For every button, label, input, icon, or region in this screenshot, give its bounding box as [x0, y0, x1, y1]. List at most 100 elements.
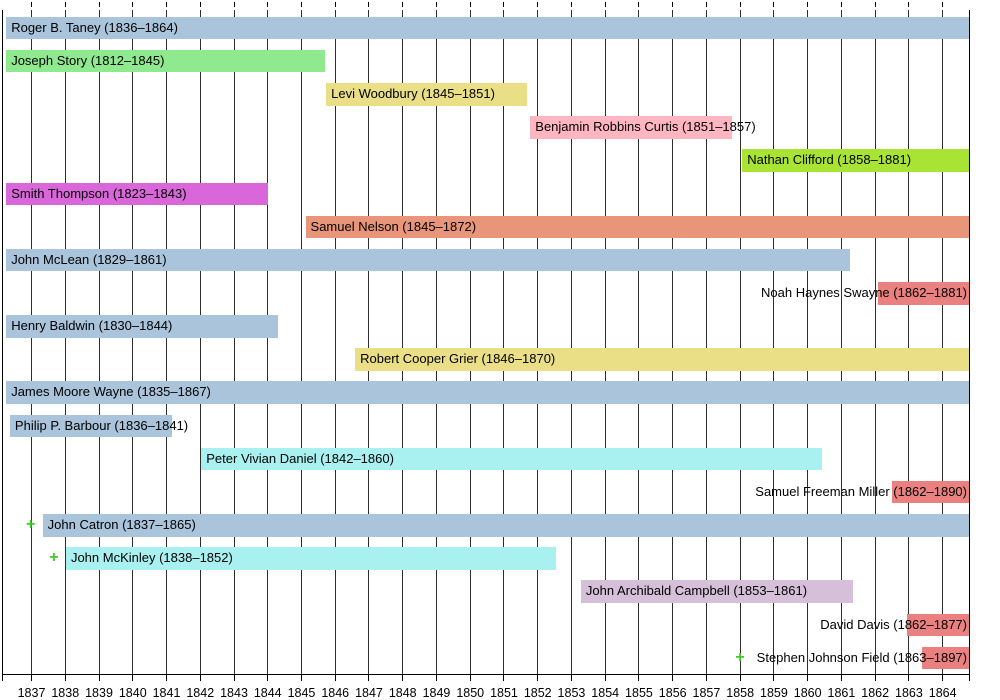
- year-top-tick: [503, 2, 505, 7]
- year-gridline: [908, 10, 910, 674]
- tenure-bar-label: John Catron (1837–1865): [47, 517, 196, 533]
- x-axis-year-label: 1847: [355, 686, 383, 700]
- year-top-tick: [300, 2, 302, 7]
- x-axis-year-label: 1837: [17, 686, 46, 700]
- year-gridline: [874, 10, 876, 674]
- x-axis-year-label: 1841: [152, 686, 181, 700]
- x-axis-year-label: 1844: [253, 686, 282, 700]
- plus-marker: +: [735, 648, 745, 666]
- plus-marker: +: [49, 549, 59, 567]
- x-axis-year-label: 1849: [422, 686, 451, 700]
- tenure-bar-label: Samuel Freeman Miller (1862–1890): [755, 483, 967, 499]
- year-gridline: [604, 10, 606, 674]
- tenure-bar-daniel: [201, 447, 822, 471]
- tenure-bar-label: James Moore Wayne (1835–1867): [11, 384, 211, 400]
- tenure-bar-wayne: [6, 381, 969, 404]
- year-top-tick: [840, 2, 842, 7]
- year-bottom-tick: [98, 674, 100, 681]
- year-top-tick: [773, 2, 775, 7]
- x-axis-year-label: 1854: [591, 686, 620, 700]
- year-bottom-tick: [537, 674, 539, 681]
- year-top-tick: [435, 2, 437, 7]
- tenure-bar-curtis: [530, 116, 732, 139]
- year-gridline: [773, 10, 775, 674]
- tenure-bar-label: Henry Baldwin (1830–1844): [11, 318, 173, 334]
- year-bottom-tick: [267, 674, 269, 681]
- tenure-bar-label: Nathan Clifford (1858–1881): [747, 152, 912, 168]
- x-axis-year-label: 1862: [861, 686, 890, 700]
- tenure-bar-thompson: [6, 182, 268, 206]
- tenure-bar-label: Philip P. Barbour (1836–1841): [14, 417, 189, 433]
- year-bottom-tick: [334, 674, 336, 681]
- x-axis-year-label: 1846: [321, 686, 350, 700]
- year-top-tick: [908, 2, 910, 7]
- year-bottom-tick: [64, 674, 66, 681]
- year-top-tick: [638, 2, 640, 7]
- year-top-tick: [132, 2, 134, 7]
- tenure-bar-story: [6, 49, 325, 73]
- year-gridline: [942, 10, 944, 674]
- year-top-tick: [334, 2, 336, 7]
- tenure-bar-label: Peter Vivian Daniel (1842–1860): [206, 450, 394, 466]
- tenure-bar-label: Noah Haynes Swayne (1862–1881): [761, 285, 967, 300]
- x-axis-year-label: 1858: [726, 686, 755, 700]
- year-gridline: [166, 10, 167, 674]
- tenure-bar-label: Stephen Johnson Field (1863–1897): [756, 649, 967, 665]
- year-top-tick: [368, 2, 370, 7]
- tenure-bar-label: Roger B. Taney (1836–1864): [11, 19, 178, 35]
- year-gridline: [199, 10, 201, 674]
- year-bottom-tick: [705, 674, 707, 681]
- year-bottom-tick: [31, 674, 33, 681]
- x-axis-line: [2, 674, 970, 675]
- x-axis-year-label: 1845: [287, 686, 316, 700]
- tenure-bar-woodbury: [326, 83, 527, 106]
- x-axis-year-label: 1864: [928, 686, 957, 700]
- year-top-tick: [267, 2, 269, 7]
- year-top-tick: [199, 2, 201, 7]
- year-gridline: [638, 10, 640, 674]
- year-gridline: [132, 10, 134, 674]
- tenure-bar-field: [921, 646, 969, 670]
- tenure-bar-davis: [906, 613, 969, 636]
- year-bottom-tick: [469, 674, 471, 681]
- year-top-tick: [98, 2, 100, 7]
- year-top-tick: [402, 2, 404, 7]
- tenure-bar-clifford: [742, 149, 969, 172]
- year-top-tick: [469, 2, 471, 7]
- tenure-bar-miller: [892, 480, 969, 504]
- tenure-bar-catron: [42, 514, 969, 537]
- x-axis-year-label: 1855: [625, 686, 653, 700]
- year-top-tick: [233, 2, 235, 7]
- x-axis-year-label: 1852: [523, 686, 552, 700]
- x-axis-year-label: 1843: [220, 686, 248, 700]
- year-bottom-tick: [503, 674, 505, 681]
- x-axis-year-label: 1860: [793, 686, 822, 700]
- tenure-bar-label: David Davis (1862–1877): [820, 616, 967, 632]
- year-top-tick: [31, 2, 33, 7]
- tenure-bar-taney: [6, 16, 969, 40]
- year-top-tick: [537, 2, 539, 7]
- year-gridline: [739, 10, 741, 674]
- x-axis-year-label: 1842: [186, 686, 215, 700]
- year-gridline: [537, 10, 539, 674]
- year-gridline: [807, 10, 809, 674]
- year-top-tick: [570, 2, 572, 7]
- year-gridline: [334, 10, 336, 674]
- year-bottom-tick: [300, 674, 302, 681]
- x-axis-year-label: 1856: [658, 686, 687, 700]
- x-axis-year-label: 1840: [118, 686, 147, 700]
- year-bottom-tick: [739, 674, 741, 681]
- year-bottom-tick: [435, 674, 437, 681]
- chart-right-border: [968, 10, 970, 681]
- x-axis-year-label: 1857: [692, 686, 721, 700]
- year-bottom-tick: [233, 674, 235, 681]
- year-top-tick: [807, 2, 809, 7]
- tenure-bar-mckinley: [65, 547, 557, 570]
- year-bottom-tick: [570, 674, 572, 681]
- year-top-tick: [64, 2, 66, 7]
- plus-marker: +: [25, 516, 36, 534]
- year-bottom-tick: [773, 674, 775, 681]
- tenure-bar-label: Samuel Nelson (1845–1872): [310, 218, 477, 234]
